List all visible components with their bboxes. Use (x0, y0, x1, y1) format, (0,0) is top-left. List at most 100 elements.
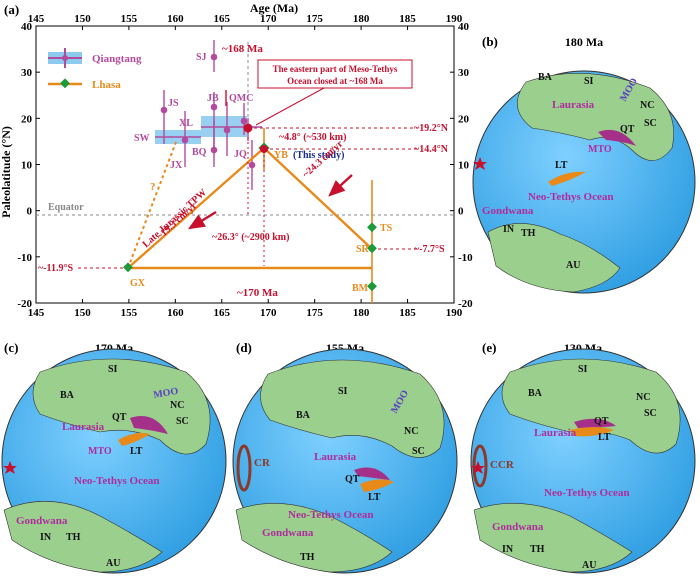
y-tick-label-left: 40 (21, 21, 33, 33)
label-shift48: ~4.8° (~530 km) (279, 132, 346, 143)
panel-e-globe: (e) 130 Ma SI BA NC SC CCR Laurasia QT L… (470, 340, 696, 574)
x-axis-title: Age (Ma) (250, 1, 298, 15)
y-tick-label-right: -10 (458, 252, 473, 264)
y-tick-label-left: 30 (21, 67, 33, 79)
panel-c-globe: (c) 170 Ma SI BA MOO NC SC QT Laurasia M… (1, 340, 227, 574)
globe-b-si: SI (584, 76, 594, 87)
y-tick-label-left: 20 (21, 113, 33, 125)
closure-note-line2: Ocean closed at ~168 Ma (287, 76, 383, 86)
y-tick-label-left: -10 (17, 252, 32, 264)
globe-c-laurasia (32, 358, 211, 455)
x-tick-label-top: 170 (260, 13, 277, 25)
globe-e-ccr: CCR (490, 459, 515, 471)
y-tick-label-left: 0 (27, 206, 33, 218)
globe-e-neotethys: Neo-Tethys Ocean (544, 487, 629, 499)
globe-e-in: IN (502, 544, 514, 555)
globe-b-lt-label: LT (555, 160, 568, 171)
qt-site-labels: SJ JB QMC JS XL SW BQ JX JQ (134, 52, 253, 171)
x-tick-label-top: 175 (306, 13, 323, 25)
label-170ma: ~170 Ma (237, 287, 278, 299)
globe-b-th: TH (521, 228, 536, 239)
globe-d-sc: SC (412, 446, 425, 457)
globe-b-ba: BA (538, 72, 553, 83)
globe-c-sc: SC (176, 416, 189, 427)
site-xl: XL (179, 118, 193, 129)
globe-d-gondwana (235, 502, 393, 573)
panel-d-tag: (d) (236, 340, 252, 355)
globe-c-in: IN (40, 532, 52, 543)
axis-ticks: 145 145 150 150 155 155 160 160 165 165 170 170 175 1… (17, 13, 473, 319)
globe-c-lt (118, 432, 150, 446)
site-jq: JQ (234, 149, 247, 160)
globe-b-laurasia (517, 73, 674, 161)
site-bq: BQ (192, 147, 207, 158)
label-right-192: ~19.2°N (414, 123, 449, 134)
y-tick-label-left: 10 (21, 160, 33, 172)
globe-d-gondwana-label: Gondwana (262, 527, 314, 539)
label-left-m119: ~-11.9°S (38, 263, 73, 274)
label-question: ? (150, 181, 156, 193)
x-tick-label-bottom: 180 (353, 307, 370, 319)
label-shift263: ~26.3° (~2900 km) (212, 232, 289, 243)
panel-c-tag: (c) (4, 340, 18, 355)
globe-d-lt (360, 479, 394, 492)
globe-c-au: AU (106, 558, 120, 569)
site-qmc: QMC (229, 93, 253, 104)
globe-e-gondwana (473, 503, 633, 573)
site-js: JS (168, 98, 179, 109)
x-tick-label-bottom: 165 (214, 307, 231, 319)
panel-b-tag: (b) (482, 34, 498, 49)
globe-e-star (471, 461, 485, 474)
globe-e-lt (570, 427, 614, 437)
x-tick-label-top: 160 (167, 13, 184, 25)
globe-c-laurasia-label: Laurasia (62, 421, 105, 433)
globe-c-neotethys: Neo-Tethys Ocean (74, 475, 159, 487)
panel-a-tag: (a) (4, 2, 19, 17)
site-bm: BM (352, 283, 369, 294)
label-168ma: ~168 Ma (222, 43, 263, 55)
globe-b-sc: SC (644, 118, 657, 129)
label-this-study: (This study) (293, 150, 344, 161)
panel-a-chart: (a) Age (Ma) Paleolatitude (°N) (0, 1, 473, 319)
globe-b-gondwana (487, 223, 621, 293)
globe-e-si: SI (578, 364, 588, 375)
globe-d-qt-label: QT (345, 474, 360, 485)
closure-note-line1: The eastern part of Meso-Tethys (273, 64, 398, 74)
globe-c-si: SI (108, 364, 118, 375)
panel-b-age: 180 Ma (565, 35, 603, 49)
panel-e-tag: (e) (482, 340, 496, 355)
globe-e-th: TH (530, 544, 545, 555)
y-tick-label-left: -20 (17, 298, 32, 310)
globe-d-lt-label: LT (368, 492, 381, 503)
globe-d-cr-ring (236, 444, 252, 492)
label-tpw: Late Jurassic TPW (141, 187, 209, 250)
globe-e-qt-label: QT (594, 416, 609, 427)
globe-e-ba: BA (528, 388, 543, 399)
site-sj: SJ (196, 52, 207, 63)
x-tick-label-top: 190 (446, 13, 463, 25)
y-tick-label-right: 0 (458, 206, 464, 218)
globe-e-au: AU (582, 560, 596, 571)
lhasa-site-labels: TS SR BM GX (130, 223, 393, 294)
x-tick-label-top: 180 (353, 13, 370, 25)
globe-d-laurasia (260, 359, 445, 458)
x-tick-label-bottom: 175 (306, 307, 323, 319)
x-tick-label-top: 165 (214, 13, 231, 25)
x-tick-label-top: 155 (121, 13, 138, 25)
x-tick-label-top: 150 (74, 13, 91, 25)
globe-e-nc: NC (636, 392, 650, 403)
legend-lhasa: Lhasa (92, 79, 121, 91)
y-tick-label-right: 30 (458, 67, 470, 79)
globe-b-in: IN (503, 224, 515, 235)
globe-e-sc: SC (644, 408, 657, 419)
site-sw: SW (134, 133, 150, 144)
globe-b-au: AU (566, 260, 580, 271)
globe-e-qt (574, 418, 616, 428)
globe-c-gondwana (3, 501, 163, 573)
y-tick-label-right: -20 (458, 298, 473, 310)
globe-b-mto: MTO (588, 144, 612, 155)
globe-c-th: TH (66, 532, 81, 543)
globe-e-lt-label: LT (598, 432, 611, 443)
globe-d-th: TH (300, 552, 315, 563)
y-tick-label-right: 40 (458, 21, 470, 33)
